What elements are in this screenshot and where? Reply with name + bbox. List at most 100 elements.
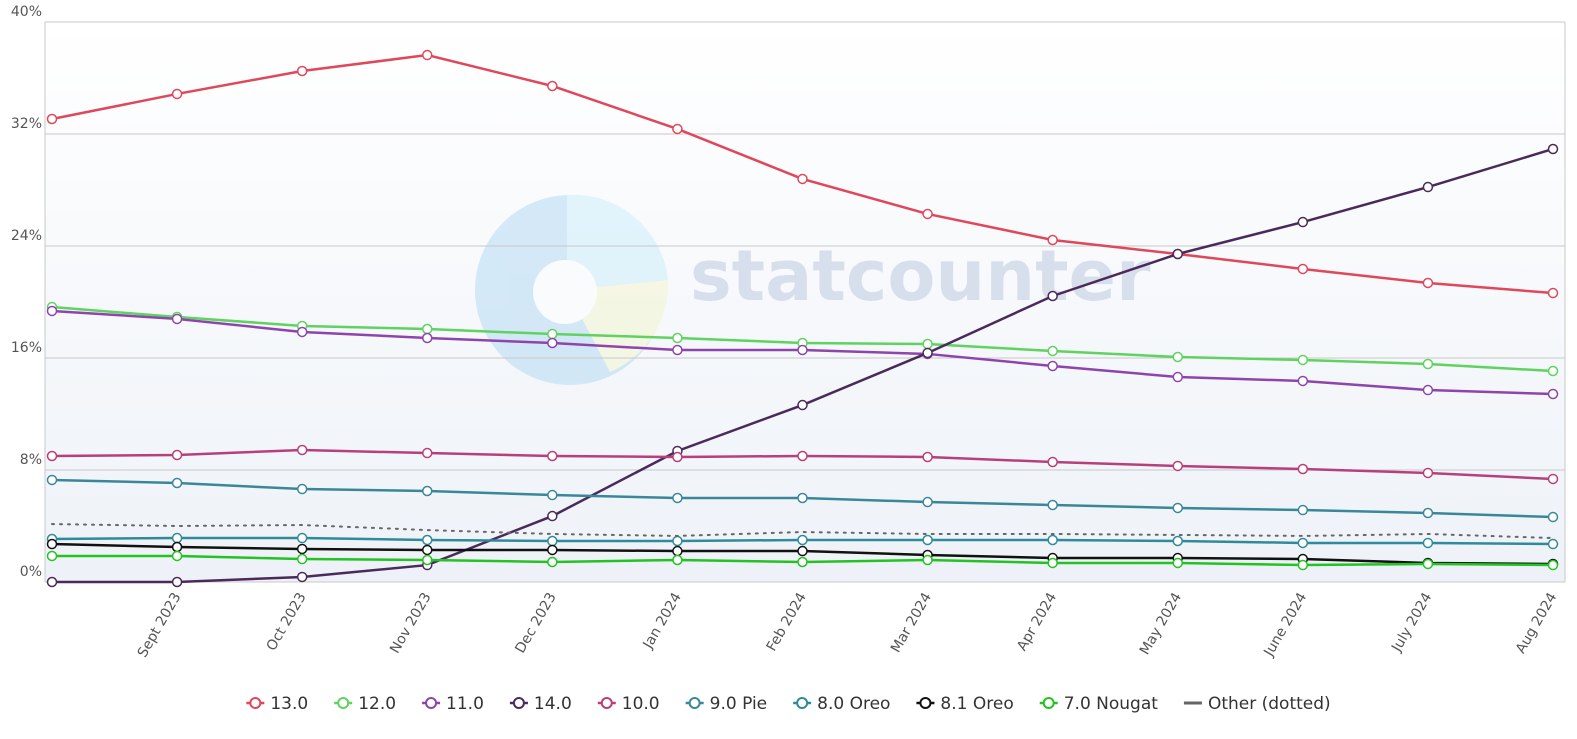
- data-point: [171, 576, 183, 588]
- data-point: [422, 554, 433, 566]
- data-point: [1422, 358, 1434, 370]
- data-point: [1047, 534, 1058, 546]
- data-point: [1047, 557, 1058, 569]
- x-tick-label: July 2024: [1388, 590, 1435, 655]
- data-point: [1547, 365, 1559, 377]
- data-point: [672, 451, 683, 463]
- y-tick-label: 32%: [11, 116, 42, 132]
- data-point: [171, 541, 183, 553]
- x-tick-label: Mar 2024: [888, 590, 935, 656]
- legend: 13.0 12.0 11.0 14.0 10.0 9.0 Pie 8.0 Oreo 8.1 O…: [246, 694, 1331, 714]
- data-point: [1422, 467, 1434, 479]
- x-tick-label: Nov 2023: [387, 590, 435, 656]
- legend-item: 10.0: [597, 694, 660, 714]
- data-point: [1172, 371, 1183, 383]
- data-point: [797, 534, 808, 546]
- x-tick-label: Sept 2023: [135, 590, 185, 660]
- data-point: [1422, 277, 1434, 289]
- data-point: [1422, 558, 1434, 570]
- data-point: [1172, 502, 1183, 514]
- data-point: [672, 545, 683, 557]
- data-point: [797, 556, 808, 568]
- data-point: [547, 556, 558, 568]
- data-point: [1422, 537, 1434, 549]
- data-point: [547, 510, 558, 522]
- data-point: [1047, 345, 1058, 357]
- x-tick-label: Oct 2023: [264, 590, 310, 654]
- data-point: [797, 399, 808, 411]
- legend-label: 14.0: [534, 694, 572, 714]
- series-line: [51, 523, 1554, 540]
- data-point: [797, 492, 808, 504]
- data-point: [1297, 504, 1309, 516]
- data-point: [547, 450, 558, 462]
- data-point: [46, 538, 58, 550]
- data-point: [46, 113, 58, 125]
- data-point: [296, 326, 308, 338]
- data-point: [171, 449, 183, 461]
- data-point: [922, 347, 933, 359]
- legend-item: 13.0: [246, 694, 308, 714]
- data-point: [1547, 559, 1559, 571]
- data-point: [1047, 234, 1058, 246]
- data-point: [1297, 354, 1309, 366]
- y-tick-label: 16%: [11, 340, 42, 356]
- data-point: [1547, 287, 1559, 299]
- legend-item: 14.0: [509, 694, 572, 714]
- x-tick-label: June 2024: [1261, 590, 1311, 660]
- data-point: [1172, 557, 1183, 569]
- data-point: [171, 532, 183, 544]
- legend-symbol: [337, 697, 350, 709]
- data-point: [296, 553, 308, 565]
- legend-symbol: [796, 697, 809, 709]
- legend-item: 8.1 Oreo: [916, 694, 1014, 714]
- y-tick-label: 40%: [11, 4, 42, 20]
- data-point: [46, 450, 58, 462]
- x-tick-label: Jan 2024: [640, 590, 685, 652]
- legend-symbol: [688, 697, 701, 709]
- data-point: [1172, 460, 1183, 472]
- data-point: [1297, 463, 1309, 475]
- legend-symbol: [600, 697, 613, 709]
- x-tick-label: May 2024: [1137, 590, 1185, 658]
- data-point: [171, 550, 183, 562]
- data-point: [1047, 290, 1058, 302]
- data-point: [422, 332, 433, 344]
- data-point: [1047, 499, 1058, 511]
- data-point: [1297, 559, 1309, 571]
- data-point: [422, 544, 433, 556]
- data-point: [672, 344, 683, 356]
- legend-label: 13.0: [270, 694, 308, 714]
- legend-label: 8.1 Oreo: [940, 694, 1013, 714]
- data-point: [797, 173, 808, 185]
- legend-symbol: [512, 697, 525, 709]
- data-point: [1297, 375, 1309, 387]
- data-point: [1422, 384, 1434, 396]
- legend-item: 11.0: [422, 694, 484, 714]
- data-point: [1547, 538, 1559, 550]
- data-point: [46, 550, 58, 562]
- data-point: [1047, 456, 1058, 468]
- x-tick-label: Dec 2023: [512, 590, 559, 656]
- data-point: [672, 332, 683, 344]
- data-point: [422, 534, 433, 546]
- legend-item: 8.0 Oreo: [793, 694, 890, 714]
- data-point: [547, 544, 558, 556]
- legend-label: 9.0 Pie: [710, 694, 768, 714]
- data-point: [547, 80, 558, 92]
- legend-label: Other (dotted): [1208, 694, 1331, 714]
- legend-symbol: [249, 697, 262, 709]
- data-point: [171, 477, 183, 489]
- x-tick-label: Apr 2024: [1014, 590, 1060, 654]
- data-point: [1172, 248, 1183, 260]
- data-point: [296, 532, 308, 544]
- data-point: [422, 485, 433, 497]
- x-tick-label: Feb 2024: [764, 590, 810, 654]
- data-point: [296, 543, 308, 555]
- data-point: [296, 65, 308, 77]
- data-point: [171, 313, 183, 325]
- y-tick-label: 8%: [20, 452, 42, 468]
- data-point: [1172, 351, 1183, 363]
- data-point: [1422, 507, 1434, 519]
